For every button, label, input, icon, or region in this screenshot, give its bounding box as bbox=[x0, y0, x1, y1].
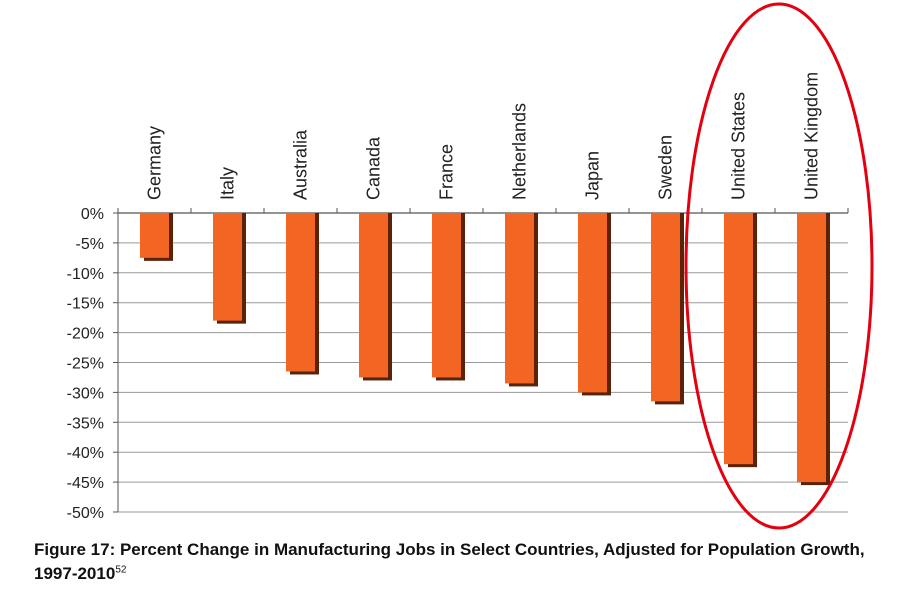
category-label: United States bbox=[729, 92, 749, 200]
category-label: Germany bbox=[145, 126, 165, 200]
category-label: Sweden bbox=[656, 135, 676, 200]
bar bbox=[286, 213, 315, 372]
bar bbox=[505, 213, 534, 384]
category-label: Netherlands bbox=[510, 103, 530, 200]
bar bbox=[213, 213, 242, 321]
caption-footnote: 52 bbox=[115, 564, 127, 576]
caption-text: Figure 17: Percent Change in Manufacturi… bbox=[34, 540, 865, 583]
y-tick-label: -25% bbox=[67, 356, 104, 373]
figure-caption: Figure 17: Percent Change in Manufacturi… bbox=[34, 538, 899, 586]
category-label: Australia bbox=[291, 129, 311, 200]
bar bbox=[651, 213, 680, 402]
y-tick-label: -40% bbox=[67, 445, 104, 462]
y-tick-label: -50% bbox=[67, 505, 104, 522]
category-label: Italy bbox=[218, 167, 238, 200]
bar bbox=[578, 213, 607, 393]
y-tick-label: -45% bbox=[67, 475, 104, 492]
highlight-ellipse bbox=[684, 2, 874, 530]
y-tick-labels: 0% -5% -10% -15% -20% -25% -30% -35% -40% -45% -50… bbox=[67, 206, 104, 522]
highlight-ellipse-group bbox=[684, 2, 874, 530]
y-tick-label: -30% bbox=[67, 385, 104, 402]
category-label: France bbox=[437, 144, 457, 200]
category-label: Japan bbox=[583, 151, 603, 200]
y-tick-label: 0% bbox=[81, 206, 104, 223]
y-tick-label: -5% bbox=[76, 236, 104, 253]
bar bbox=[797, 213, 826, 483]
bar-chart: 0% -5% -10% -15% -20% -25% -30% -35% -40% -45% -50… bbox=[67, 2, 874, 530]
y-tick-label: -15% bbox=[67, 296, 104, 313]
bar bbox=[359, 213, 388, 378]
bar bbox=[432, 213, 461, 378]
bar bbox=[724, 213, 753, 465]
y-tick-label: -20% bbox=[67, 326, 104, 343]
category-label: United Kingdom bbox=[802, 72, 822, 200]
bar bbox=[140, 213, 169, 258]
y-tick-label: -10% bbox=[67, 266, 104, 283]
category-labels: Germany Italy Australia Canada France Netherl… bbox=[145, 72, 822, 200]
bars bbox=[140, 213, 830, 486]
category-label: Canada bbox=[364, 136, 384, 200]
y-tick-label: -35% bbox=[67, 415, 104, 432]
